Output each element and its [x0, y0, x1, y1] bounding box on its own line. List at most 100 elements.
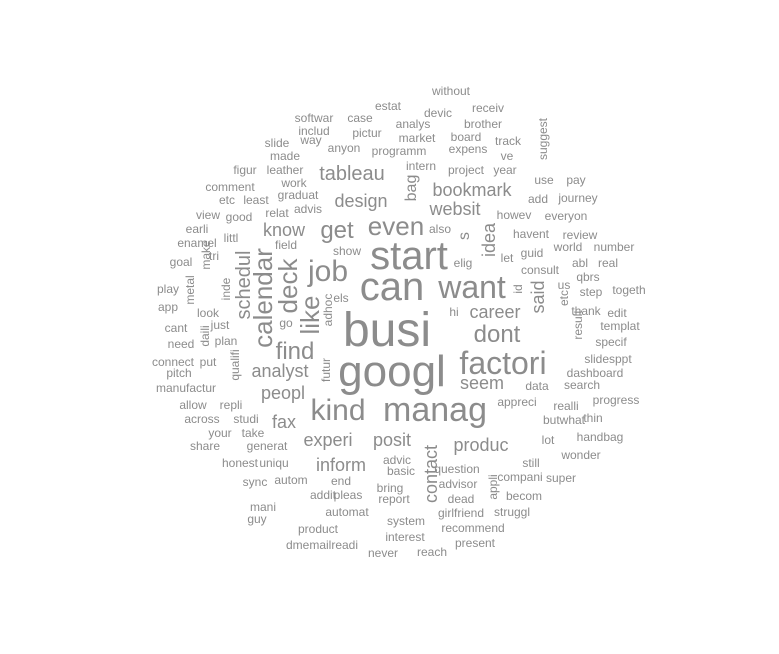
word-togeth: togeth: [612, 284, 645, 296]
word-generat: generat: [247, 440, 288, 452]
word-report: report: [378, 493, 409, 505]
word-dead: dead: [448, 493, 475, 505]
word-leather: leather: [267, 164, 304, 176]
word-websit: websit: [429, 200, 480, 218]
word-kind: kind: [310, 396, 365, 426]
word-go: go: [279, 317, 292, 329]
word-experi: experi: [303, 431, 352, 449]
word-dmemailreadi: dmemailreadi: [286, 539, 358, 551]
word-track: track: [495, 135, 521, 147]
word-step: step: [580, 286, 603, 298]
word-id: id: [512, 284, 524, 293]
word-relat: relat: [265, 207, 288, 219]
word-templat: templat: [600, 320, 639, 332]
word-search: search: [564, 379, 600, 391]
word-suggest: suggest: [537, 118, 549, 160]
word-earli: earli: [186, 223, 209, 235]
word-els: els: [333, 292, 348, 304]
word-produc: produc: [453, 436, 508, 454]
word-use: use: [534, 174, 553, 186]
word-real: real: [598, 257, 618, 269]
word-autom: autom: [274, 474, 307, 486]
word-realli: realli: [553, 400, 578, 412]
word-year: year: [493, 164, 516, 176]
word-question: question: [434, 463, 479, 475]
word-pitch: pitch: [166, 367, 191, 379]
word-can-t: can t: [165, 322, 188, 334]
word-way: way: [300, 134, 321, 146]
word-graduat: graduat: [278, 189, 319, 201]
word-least: least: [243, 194, 268, 206]
word-data: data: [525, 380, 548, 392]
word-never: never: [368, 547, 398, 559]
word-intern: intern: [406, 160, 436, 172]
word-qualifi: qualifi: [229, 349, 241, 380]
word-googl: googl: [338, 350, 446, 394]
word-sync: sync: [243, 476, 268, 488]
word-manufactur: manufactur: [156, 382, 216, 394]
word-comment: comment: [205, 181, 254, 193]
word-system: system: [387, 515, 425, 527]
word-receiv: receiv: [472, 102, 504, 114]
word-slide: slide: [265, 137, 290, 149]
word-good: good: [226, 211, 253, 223]
word-basic: basic: [387, 465, 415, 477]
word-interest: interest: [385, 531, 424, 543]
word-said: said: [529, 280, 547, 313]
word-hi: hi: [449, 306, 458, 318]
word-goal: goal: [170, 256, 193, 268]
word-inform: inform: [316, 456, 366, 474]
word-futur: futur: [320, 358, 332, 382]
word-tri: tri: [209, 250, 219, 262]
word-littl: littl: [224, 232, 239, 244]
word-bag: bag: [404, 175, 420, 202]
word-fax: fax: [272, 413, 296, 431]
word-journey: journey: [558, 192, 597, 204]
word-honest: honest: [222, 457, 258, 469]
word-advisor: advisor: [439, 478, 478, 490]
word-haven-t: haven t: [513, 228, 549, 240]
word-howev: howev: [497, 209, 532, 221]
word-deck: deck: [275, 259, 301, 314]
word-allow: allow: [179, 399, 206, 411]
word-across: across: [184, 413, 219, 425]
word-metal: metal: [184, 275, 196, 304]
word-let: let: [501, 252, 514, 264]
word-bookmark: bookmark: [432, 181, 511, 199]
word-struggl: struggl: [494, 506, 530, 518]
word-schedul: schedul: [234, 251, 254, 320]
word-appreci: appreci: [497, 396, 536, 408]
word-uniqu: uniqu: [259, 457, 288, 469]
word-your: your: [208, 427, 231, 439]
word-want: want: [438, 271, 506, 303]
word-need: need: [168, 338, 195, 350]
word-field: field: [275, 239, 297, 251]
word-tableau: tableau: [319, 164, 385, 184]
word-can: can: [360, 267, 425, 307]
word-elig: elig: [454, 257, 473, 269]
word-without: without: [432, 85, 470, 97]
word-super: super: [546, 472, 576, 484]
word-career: career: [469, 303, 520, 321]
word-app: app: [158, 301, 178, 313]
word-softwar: softwar: [295, 112, 334, 124]
word-etc: etc: [558, 290, 570, 306]
word-view: view: [196, 209, 220, 221]
word-slidesppt: slidesppt: [584, 353, 631, 365]
word-peopl: peopl: [261, 384, 305, 402]
word-qbrs: qbrs: [576, 271, 599, 283]
word-handbag: handbag: [577, 431, 624, 443]
word-plan: plan: [215, 335, 238, 347]
word-ve: ve: [501, 150, 514, 162]
word-becom: becom: [506, 490, 542, 502]
word-pleas: pleas: [334, 489, 363, 501]
word-daili: daili: [199, 325, 211, 346]
word-thin: thin: [583, 412, 602, 424]
word-put: put: [200, 356, 217, 368]
word-abl: abl: [572, 257, 588, 269]
word-project: project: [448, 164, 484, 176]
word-advis: advis: [294, 203, 322, 215]
word-compani: compani: [497, 471, 542, 483]
word-design: design: [334, 192, 387, 210]
word-figur: figur: [233, 164, 256, 176]
